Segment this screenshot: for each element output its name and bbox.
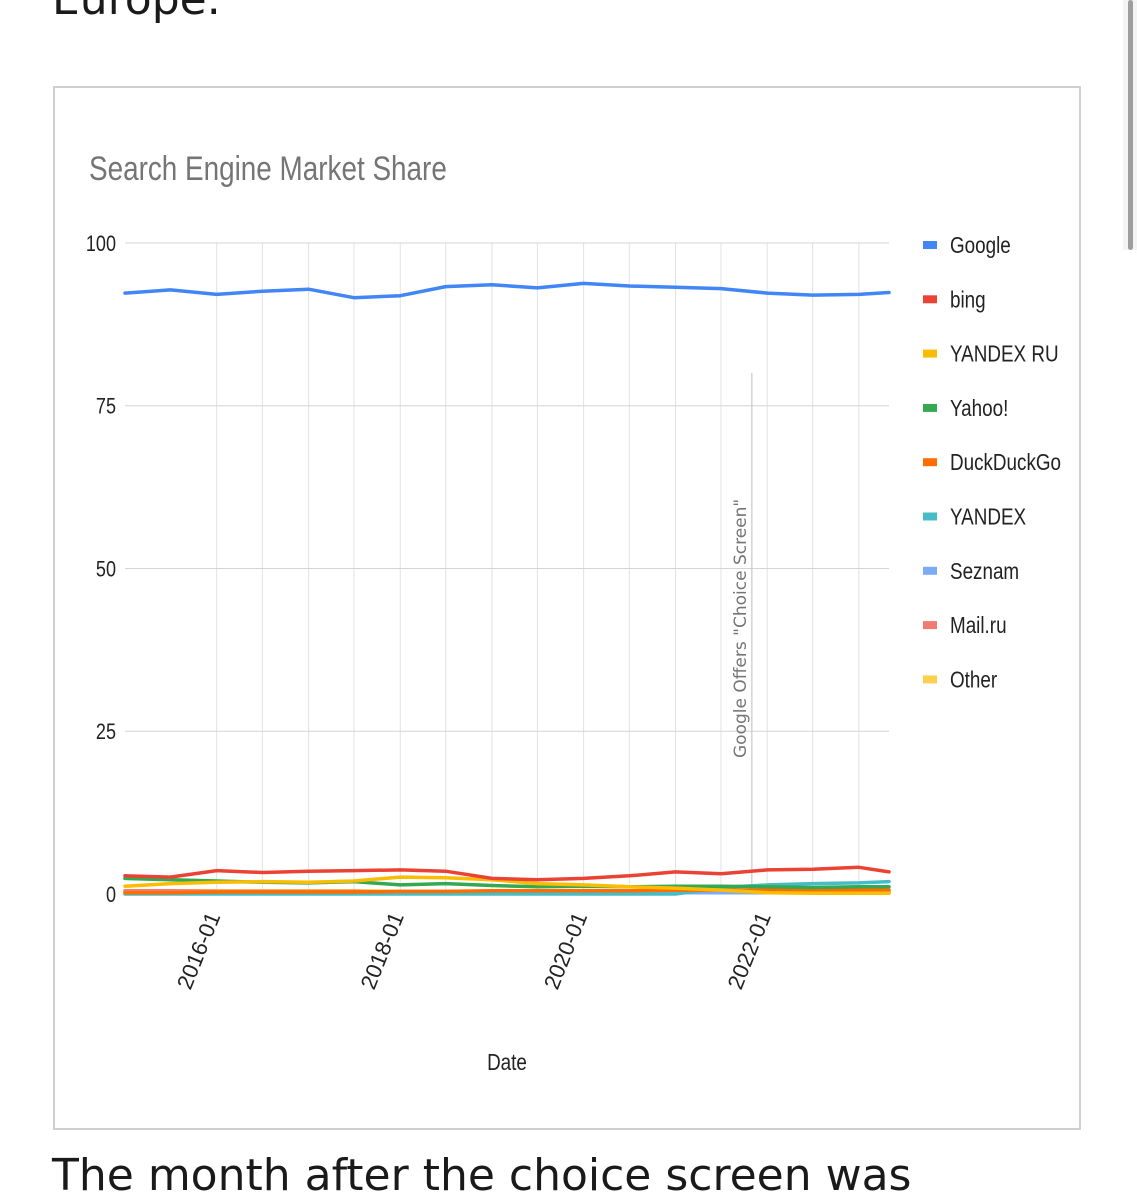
legend-label: DuckDuckGo — [950, 451, 1061, 476]
legend-label: YANDEX RU — [950, 342, 1059, 367]
x-tick-label: 2016-01 — [172, 909, 225, 993]
x-tick-label: 2020-01 — [539, 909, 592, 993]
y-tick-label: 75 — [96, 395, 116, 419]
legend-label: Other — [950, 668, 997, 693]
x-tick-label: 2018-01 — [355, 909, 408, 993]
legend-swatch — [923, 566, 937, 575]
series-line-google — [123, 281, 891, 300]
y-tick-label: 100 — [86, 232, 116, 256]
legend-swatch — [923, 621, 937, 630]
legend-label: bing — [950, 288, 986, 313]
legend-swatch — [923, 512, 937, 521]
legend-label: Google — [950, 233, 1011, 258]
legend-label: Yahoo! — [950, 396, 1008, 421]
chart-title: Search Engine Market Share — [89, 149, 447, 187]
y-tick-label: 0 — [106, 883, 116, 907]
article-text-above: Europe. — [52, 0, 221, 26]
legend-swatch — [923, 403, 937, 412]
series-line-bing — [123, 865, 891, 882]
legend-swatch — [923, 349, 937, 358]
x-tick-label: 2022-01 — [722, 909, 775, 993]
legend-label: YANDEX — [950, 505, 1026, 530]
annotation-label: Google Offers "Choice Screen" — [731, 499, 751, 758]
legend-swatch — [923, 458, 937, 467]
line-chart: Search Engine Market Share Google Offers… — [86, 149, 1061, 1075]
x-axis-label: Date — [487, 1050, 527, 1075]
chart-card: Search Engine Market Share Google Offers… — [53, 86, 1081, 1130]
legend-swatch — [923, 675, 937, 684]
series-line-duckduckgo — [123, 888, 891, 895]
series-line-yandex-ru — [123, 875, 891, 896]
legend-label: Mail.ru — [950, 613, 1007, 638]
article-text-below: The month after the choice screen was — [52, 1150, 912, 1201]
legend-swatch — [923, 295, 937, 304]
y-tick-label: 50 — [96, 558, 116, 582]
legend-swatch — [923, 241, 937, 249]
scrollbar[interactable] — [1123, 0, 1137, 250]
y-tick-label: 25 — [96, 721, 116, 745]
legend-label: Seznam — [950, 559, 1019, 584]
series-line-yandex — [123, 879, 891, 896]
